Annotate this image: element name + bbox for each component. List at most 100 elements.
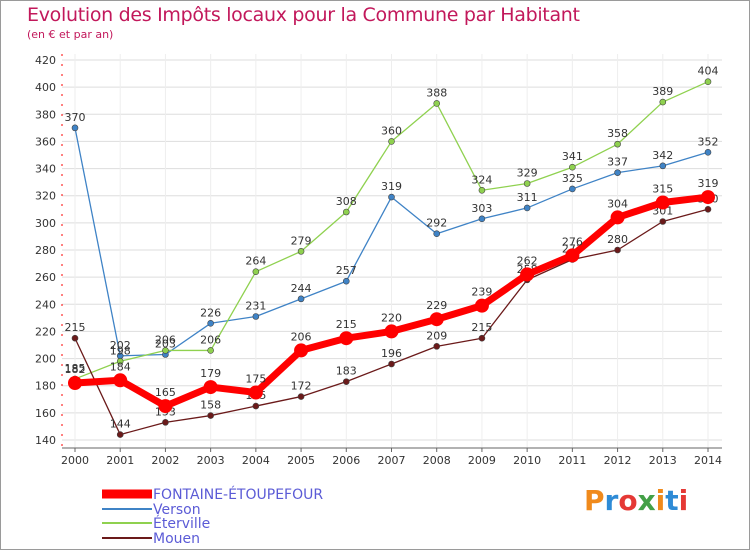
chart-title: Evolution des Impôts locaux pour la Comm… — [27, 4, 580, 26]
data-label: 215 — [65, 321, 86, 334]
data-label: 280 — [607, 233, 628, 246]
data-point — [388, 193, 395, 201]
data-label: 257 — [336, 264, 357, 277]
x-tick-label: 2002 — [151, 454, 179, 467]
data-label: 389 — [652, 85, 673, 98]
y-tick-label: 300 — [35, 217, 56, 230]
data-label: 220 — [381, 311, 402, 324]
x-tick-label: 2010 — [513, 454, 541, 467]
y-tick-label: 140 — [35, 434, 56, 447]
data-point — [659, 218, 667, 225]
data-label: 315 — [652, 183, 673, 196]
data-point — [520, 267, 535, 282]
data-point — [342, 208, 350, 216]
data-point — [342, 378, 350, 385]
x-tick-label: 2007 — [378, 454, 406, 467]
data-label: 264 — [245, 255, 266, 268]
data-point — [433, 343, 441, 350]
data-label: 226 — [200, 306, 221, 319]
legend-label: FONTAINE-ÉTOUPEFOUR — [153, 486, 323, 503]
data-point — [474, 298, 489, 313]
y-tick-label: 420 — [35, 54, 56, 67]
data-label: 158 — [200, 399, 221, 412]
data-point — [433, 230, 441, 238]
data-point — [297, 248, 305, 255]
data-label: 144 — [110, 418, 131, 431]
data-label: 262 — [517, 254, 538, 267]
data-point — [162, 347, 169, 354]
y-tick-label: 360 — [35, 135, 56, 148]
y-tick-label: 260 — [35, 271, 56, 284]
legend-label: Verson — [153, 502, 201, 518]
data-label: 206 — [155, 333, 176, 346]
x-tick-label: 2004 — [242, 454, 270, 467]
data-label: 165 — [155, 386, 176, 399]
data-label: 329 — [517, 167, 538, 180]
data-point — [704, 205, 712, 213]
x-tick-label: 2006 — [332, 454, 360, 467]
logo-letter: t — [665, 484, 679, 517]
data-point — [207, 319, 214, 327]
data-label: 404 — [698, 65, 719, 78]
y-tick-label: 320 — [35, 190, 56, 203]
data-label: 198 — [110, 344, 131, 357]
data-label: 203 — [155, 338, 176, 351]
data-point — [248, 385, 263, 400]
data-label: 184 — [110, 360, 131, 373]
data-label: 324 — [471, 173, 492, 186]
data-point — [614, 140, 621, 148]
data-point — [614, 169, 621, 176]
data-label: 175 — [245, 373, 266, 386]
x-tick-label: 2008 — [423, 454, 451, 467]
data-label: 182 — [65, 363, 86, 376]
y-tick-label: 200 — [35, 353, 56, 366]
data-label: 370 — [65, 111, 86, 124]
data-label: 206 — [200, 333, 221, 346]
data-label: 360 — [381, 124, 402, 137]
data-label: 196 — [381, 347, 402, 360]
x-tick-label: 2003 — [197, 454, 225, 467]
data-point — [478, 215, 486, 223]
data-point — [342, 277, 350, 285]
x-tick-label: 2001 — [106, 454, 134, 467]
data-label: 244 — [291, 282, 312, 295]
legend-label: Éterville — [153, 515, 210, 532]
y-tick-label: 400 — [35, 81, 56, 94]
data-label: 303 — [471, 202, 492, 215]
data-label: 304 — [607, 197, 628, 210]
data-point — [116, 431, 124, 438]
data-point — [158, 399, 173, 414]
chart-subtitle: (en € et par an) — [27, 28, 114, 41]
data-point — [433, 100, 441, 107]
data-point — [569, 163, 576, 171]
data-point — [207, 347, 214, 354]
logo-letter: P — [584, 484, 605, 517]
data-label: 229 — [426, 299, 447, 312]
x-tick-label: 2011 — [558, 454, 586, 467]
data-point — [569, 185, 576, 193]
y-tick-label: 380 — [35, 108, 56, 121]
data-label: 276 — [562, 235, 583, 248]
data-point — [429, 312, 444, 327]
data-point — [113, 373, 128, 388]
data-point — [701, 190, 715, 205]
logo-letter: i — [678, 484, 689, 517]
data-point — [565, 248, 580, 263]
data-label: 311 — [517, 191, 538, 204]
y-tick-label: 340 — [35, 163, 56, 176]
data-point — [388, 138, 395, 145]
data-label: 388 — [426, 86, 447, 99]
data-label: 292 — [426, 217, 447, 230]
data-label: 206 — [291, 330, 312, 343]
data-point — [704, 78, 712, 86]
y-tick-label: 180 — [35, 380, 56, 393]
data-label: 202 — [110, 339, 131, 352]
data-point — [252, 402, 260, 410]
data-label: 215 — [471, 321, 492, 334]
y-tick-label: 160 — [35, 407, 56, 420]
data-label: 342 — [652, 149, 673, 162]
y-tick-label: 220 — [35, 325, 56, 338]
